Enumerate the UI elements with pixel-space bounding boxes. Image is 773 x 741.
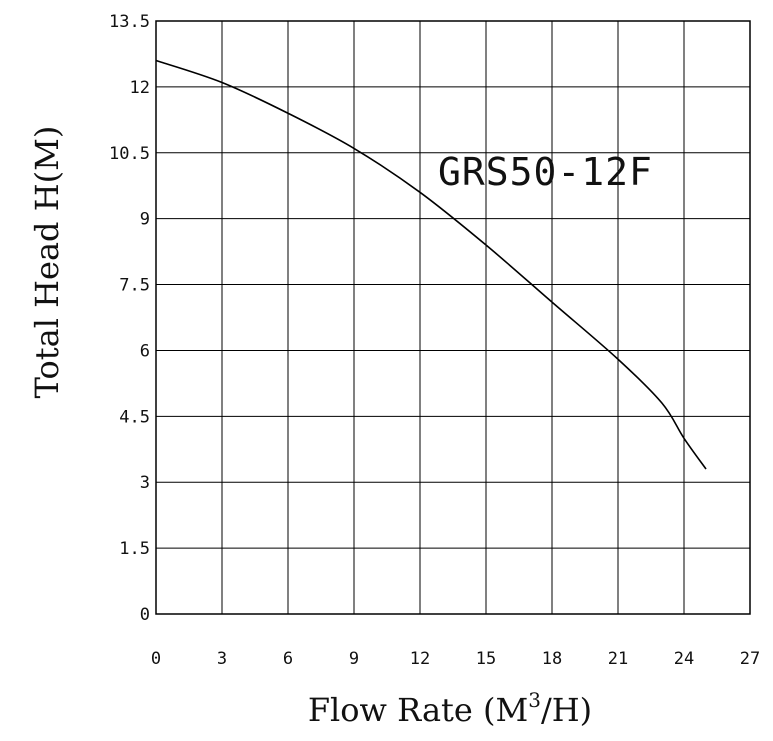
x-tick-label: 15	[476, 649, 496, 669]
y-axis-title: Total Head H(M)	[28, 126, 66, 399]
x-tick-labels: 0 3 6 9 12 15 18 21 24 27	[151, 649, 760, 669]
x-tick-label: 12	[410, 649, 430, 669]
y-tick-label: 12	[130, 78, 150, 98]
grid	[155, 20, 751, 615]
x-tick-label: 21	[608, 649, 628, 669]
x-tick-label: 0	[151, 649, 161, 669]
x-tick-label: 18	[542, 649, 562, 669]
series-label: GRS50-12F	[438, 150, 653, 194]
x-axis-title-superscript: 3	[528, 688, 541, 712]
y-tick-label: 0	[140, 605, 150, 625]
y-tick-label: 10.5	[109, 144, 150, 164]
y-tick-label: 6	[140, 341, 150, 361]
x-tick-label: 9	[349, 649, 359, 669]
y-tick-labels: 0 1.5 3 4.5 6 7.5 9 10.5 12 13.5	[109, 12, 150, 625]
y-tick-label: 1.5	[119, 539, 150, 559]
x-axis-title-main: Flow Rate (M	[308, 691, 528, 729]
y-tick-label: 7.5	[119, 276, 150, 296]
y-tick-label: 3	[140, 473, 150, 493]
x-tick-label: 27	[740, 649, 760, 669]
plot-frame	[155, 20, 751, 615]
y-tick-label: 9	[140, 210, 150, 230]
y-tick-label: 4.5	[119, 407, 150, 427]
x-tick-label: 3	[217, 649, 227, 669]
x-axis-title-suffix: /H)	[541, 691, 592, 729]
x-tick-label: 6	[283, 649, 293, 669]
x-axis-title: Flow Rate (M3/H)	[308, 688, 592, 729]
x-tick-label: 24	[674, 649, 694, 669]
y-tick-label: 13.5	[109, 12, 150, 32]
series-line	[155, 59, 707, 470]
